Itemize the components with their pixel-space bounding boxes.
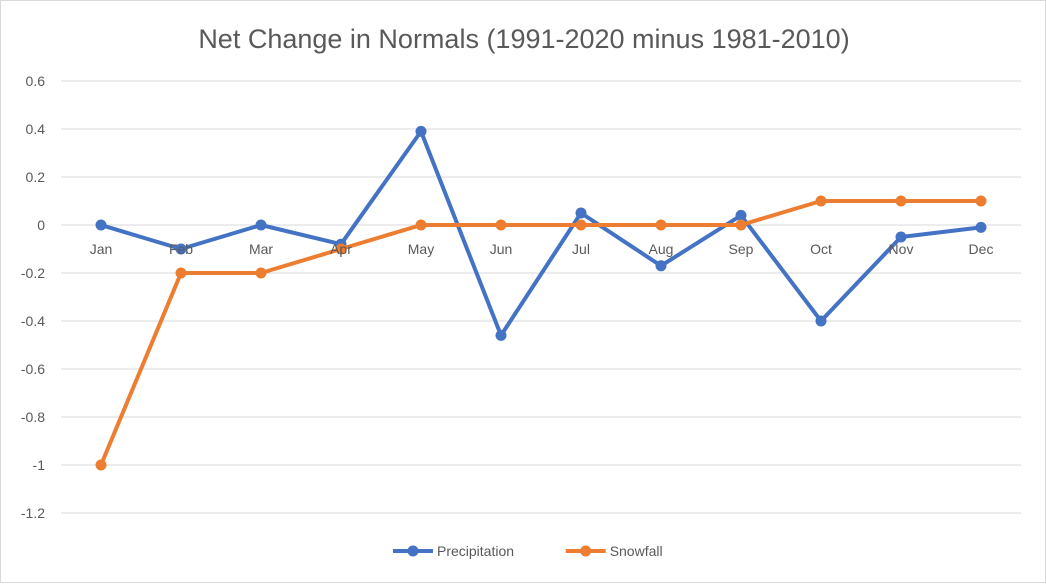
x-tick-label: Nov [889,241,914,257]
x-tick-label: Sep [729,241,754,257]
x-tick-label: Oct [810,241,832,257]
y-axis-tick-labels: 0.6 0.4 0.2 0 -0.2 -0.4 -0.6 -0.8 -1 -1.2 [21,73,45,521]
data-point [575,219,587,231]
x-tick-label: May [408,241,434,257]
series-line [99,129,983,338]
data-point [95,459,107,471]
x-tick-label: Jul [572,241,590,257]
data-point [575,207,587,219]
legend-label: Precipitation [437,543,514,559]
y-tick-label: -0.8 [21,409,45,425]
series-line [99,199,983,467]
x-tick-label: Mar [249,241,273,257]
x-axis-tick-labels: Jan Feb Mar Apr May Jun Jul Aug Sep Oct Nov Dec [90,241,994,257]
data-point [655,260,667,272]
y-tick-label: 0.6 [26,73,46,89]
y-tick-label: -0.2 [21,265,45,281]
x-tick-label: Jun [490,241,513,257]
y-tick-label: -0.6 [21,361,45,377]
legend-item: Snowfall [565,543,663,559]
legend-marker [407,545,419,557]
data-point [735,209,747,221]
y-tick-label: 0.2 [26,169,46,185]
y-tick-label: 0.4 [26,121,46,137]
data-point [255,219,267,231]
legend-label: Snowfall [610,543,663,559]
legend: Precipitation Snowfall [393,543,663,559]
data-point [975,221,987,233]
data-point [175,267,187,279]
data-point [975,195,987,207]
data-point [655,219,667,231]
y-tick-label: 0 [37,217,45,233]
data-point [815,195,827,207]
chart-title: Net Change in Normals (1991-2020 minus 1… [198,24,849,54]
legend-item: Precipitation [393,543,514,559]
data-point [495,329,507,341]
data-point [335,243,347,255]
data-point [255,267,267,279]
data-point [95,219,107,231]
data-point [415,219,427,231]
data-point [895,195,907,207]
data-point [895,231,907,243]
y-tick-label: -1 [33,457,46,473]
x-tick-label: Dec [969,241,994,257]
gridlines [61,80,1021,514]
series-precipitation [95,125,987,341]
series-layer [95,125,987,471]
legend-marker [580,545,592,557]
y-tick-label: -0.4 [21,313,45,329]
series-snowfall [95,195,987,471]
data-point [735,219,747,231]
data-point [815,315,827,327]
x-tick-label: Jan [90,241,113,257]
data-point [415,125,427,137]
x-tick-label: Aug [649,241,674,257]
x-tick-label: Apr [330,241,352,257]
data-point [495,219,507,231]
y-tick-label: -1.2 [21,505,45,521]
data-point [175,243,187,255]
x-tick-label: Feb [169,241,193,257]
